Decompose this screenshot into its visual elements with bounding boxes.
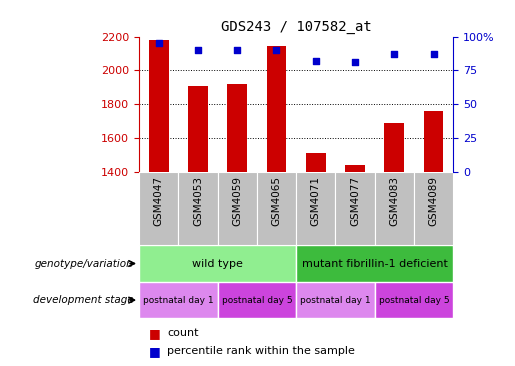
Text: GSM4047: GSM4047 xyxy=(153,176,164,226)
Bar xyxy=(385,123,404,172)
Bar xyxy=(139,172,178,245)
Text: percentile rank within the sample: percentile rank within the sample xyxy=(167,346,355,356)
Text: ■: ■ xyxy=(149,326,161,340)
Bar xyxy=(375,172,414,245)
Bar xyxy=(139,245,296,282)
Text: development stage: development stage xyxy=(33,295,134,305)
Text: mutant fibrillin-1 deficient: mutant fibrillin-1 deficient xyxy=(302,258,448,269)
Point xyxy=(351,59,359,65)
Point xyxy=(312,58,320,64)
Bar xyxy=(296,172,335,245)
Bar xyxy=(345,165,365,172)
Text: GSM4065: GSM4065 xyxy=(271,176,282,226)
Bar xyxy=(335,172,375,245)
Text: GSM4089: GSM4089 xyxy=(428,176,439,226)
Bar xyxy=(306,153,325,172)
Text: GSM4077: GSM4077 xyxy=(350,176,360,226)
Bar xyxy=(414,172,453,245)
Point xyxy=(233,47,242,53)
Text: GSM4083: GSM4083 xyxy=(389,176,399,226)
Bar xyxy=(267,46,286,172)
Bar xyxy=(139,282,217,318)
Text: GSM4059: GSM4059 xyxy=(232,176,242,226)
Bar xyxy=(257,172,296,245)
Bar xyxy=(149,40,168,172)
Point xyxy=(430,51,438,57)
Point xyxy=(154,40,163,46)
Title: GDS243 / 107582_at: GDS243 / 107582_at xyxy=(221,20,371,34)
Text: GSM4053: GSM4053 xyxy=(193,176,203,226)
Text: genotype/variation: genotype/variation xyxy=(35,258,134,269)
Text: postnatal day 1: postnatal day 1 xyxy=(300,296,371,305)
Text: postnatal day 5: postnatal day 5 xyxy=(379,296,449,305)
Bar xyxy=(424,111,443,172)
Text: postnatal day 5: postnatal day 5 xyxy=(221,296,292,305)
Bar xyxy=(217,172,257,245)
Bar xyxy=(178,172,218,245)
Bar xyxy=(375,282,453,318)
Text: postnatal day 1: postnatal day 1 xyxy=(143,296,214,305)
Text: ■: ■ xyxy=(149,345,161,358)
Bar xyxy=(217,282,296,318)
Bar xyxy=(228,84,247,172)
Text: GSM4071: GSM4071 xyxy=(311,176,321,226)
Bar xyxy=(296,282,375,318)
Point xyxy=(390,51,399,57)
Text: count: count xyxy=(167,328,199,338)
Text: wild type: wild type xyxy=(192,258,243,269)
Point xyxy=(194,47,202,53)
Bar xyxy=(188,86,208,172)
Bar xyxy=(296,245,453,282)
Point xyxy=(272,47,281,53)
